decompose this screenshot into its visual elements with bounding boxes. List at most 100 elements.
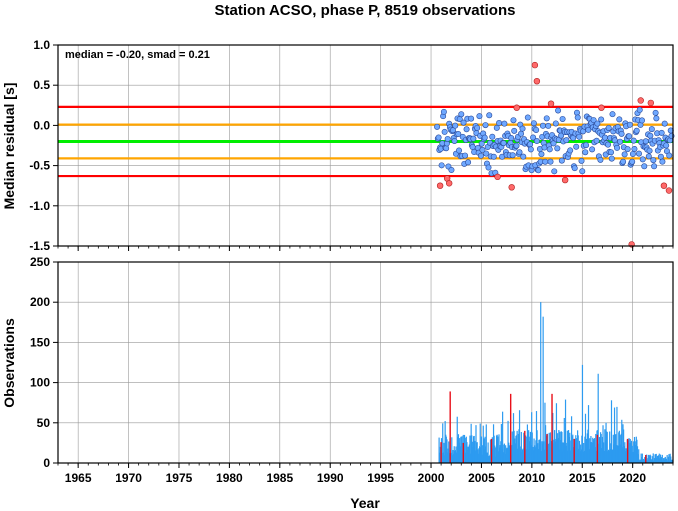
residual-point	[648, 126, 655, 133]
observation-bar	[502, 411, 504, 463]
residual-point	[579, 168, 586, 175]
observation-bar	[594, 447, 596, 463]
observation-bar	[540, 450, 542, 463]
observation-bar	[653, 458, 656, 463]
observation-bar	[595, 450, 597, 463]
observation-bar	[564, 399, 567, 463]
observation-bar	[641, 456, 643, 463]
residual-point	[533, 126, 540, 133]
observation-bar	[648, 458, 650, 463]
observation-bar	[622, 429, 625, 463]
observation-bar	[619, 444, 622, 463]
residual-point	[555, 107, 562, 114]
residual-point	[617, 138, 624, 145]
residual-point	[563, 137, 570, 144]
observation-bar	[531, 412, 533, 463]
observation-bar	[500, 424, 503, 463]
observation-bar	[606, 432, 608, 463]
observation-bar	[658, 455, 660, 463]
residual-point	[509, 152, 516, 159]
observation-bar	[602, 425, 604, 463]
observation-bar	[486, 452, 488, 463]
outlier-point	[547, 100, 555, 107]
observation-bar	[505, 445, 507, 463]
residual-point	[608, 155, 615, 162]
residual-y-ticks: 1.0 0.5 0.0 -0.5 -1.0 -1.5	[29, 38, 58, 253]
observation-bar	[629, 438, 631, 463]
observation-bar	[503, 443, 506, 463]
observation-bar	[566, 430, 568, 463]
x-tick-label: 2000	[418, 471, 445, 485]
observation-bar	[471, 441, 473, 463]
residual-point	[530, 134, 537, 141]
observation-bar	[517, 448, 519, 463]
residual-point	[645, 153, 652, 160]
residual-point	[486, 112, 493, 119]
observation-bar	[552, 412, 554, 463]
observations-y-ticks: 250 200 150 100 50 0	[30, 255, 58, 470]
observation-bar	[535, 411, 538, 463]
residual-point	[519, 125, 526, 132]
residual-point	[538, 151, 545, 158]
observation-bar	[589, 438, 591, 463]
observation-bar	[474, 440, 476, 463]
observation-bar	[618, 432, 620, 463]
observation-bar	[506, 447, 508, 463]
residual-y-tick-label: 1.0	[33, 38, 50, 52]
observation-bar	[571, 436, 573, 463]
observation-bar	[609, 443, 611, 463]
outlier-point	[561, 176, 569, 184]
observation-bar	[491, 437, 493, 463]
observation-bar	[572, 447, 574, 463]
observation-bar	[467, 446, 469, 463]
x-tick-label: 2020	[619, 471, 646, 485]
flagged-observation-bar	[573, 438, 575, 463]
residual-point	[435, 134, 442, 141]
observation-bar	[593, 440, 595, 463]
observation-bar	[586, 433, 588, 463]
statistics-annotation: median = -0.20, smad = 0.21	[65, 49, 210, 61]
observation-bar	[493, 435, 495, 463]
residual-point	[658, 129, 665, 136]
observation-bar	[557, 433, 559, 463]
residual-point	[500, 140, 507, 147]
residual-point	[458, 111, 465, 118]
residual-point	[578, 157, 585, 164]
observation-bar	[664, 457, 666, 463]
observation-bar	[471, 435, 473, 463]
observation-bar	[590, 442, 593, 463]
observation-bar	[459, 446, 461, 463]
residual-point	[501, 120, 508, 127]
observation-bar	[504, 453, 506, 463]
observations-x-ticks: 1965 1970 1975 1980 1985 1990 1995 2000 2005 2010…	[57, 463, 674, 485]
observation-bar	[611, 449, 613, 463]
observation-bar	[489, 439, 492, 463]
observation-bar	[521, 449, 524, 463]
observation-bar	[664, 456, 666, 463]
observations-panel: 250 200 150 100 50 0 1965 1970 1975 1980 1985 1990…	[1, 255, 674, 511]
outlier-point	[436, 182, 444, 189]
observation-bar	[515, 435, 517, 463]
observation-bar	[631, 452, 633, 463]
outlier-point	[533, 77, 541, 85]
observation-bar	[561, 451, 564, 463]
observation-bar	[660, 456, 662, 463]
observation-bar	[447, 448, 449, 463]
observation-bar	[624, 442, 626, 463]
observations-bars	[438, 302, 673, 463]
observation-bar	[540, 302, 542, 463]
x-axis-label: Year	[350, 495, 380, 511]
outlier-point	[660, 182, 668, 189]
observation-bar	[560, 431, 562, 463]
observation-bar	[468, 446, 470, 463]
observation-bar	[656, 455, 659, 463]
residual-point	[451, 137, 458, 144]
observation-bar	[451, 437, 453, 463]
x-tick-label: 2005	[468, 471, 495, 485]
residual-point	[463, 126, 470, 133]
observation-bar	[541, 443, 544, 463]
observation-bar	[556, 439, 558, 463]
outlier-point	[513, 104, 520, 111]
observation-bar	[472, 436, 475, 463]
